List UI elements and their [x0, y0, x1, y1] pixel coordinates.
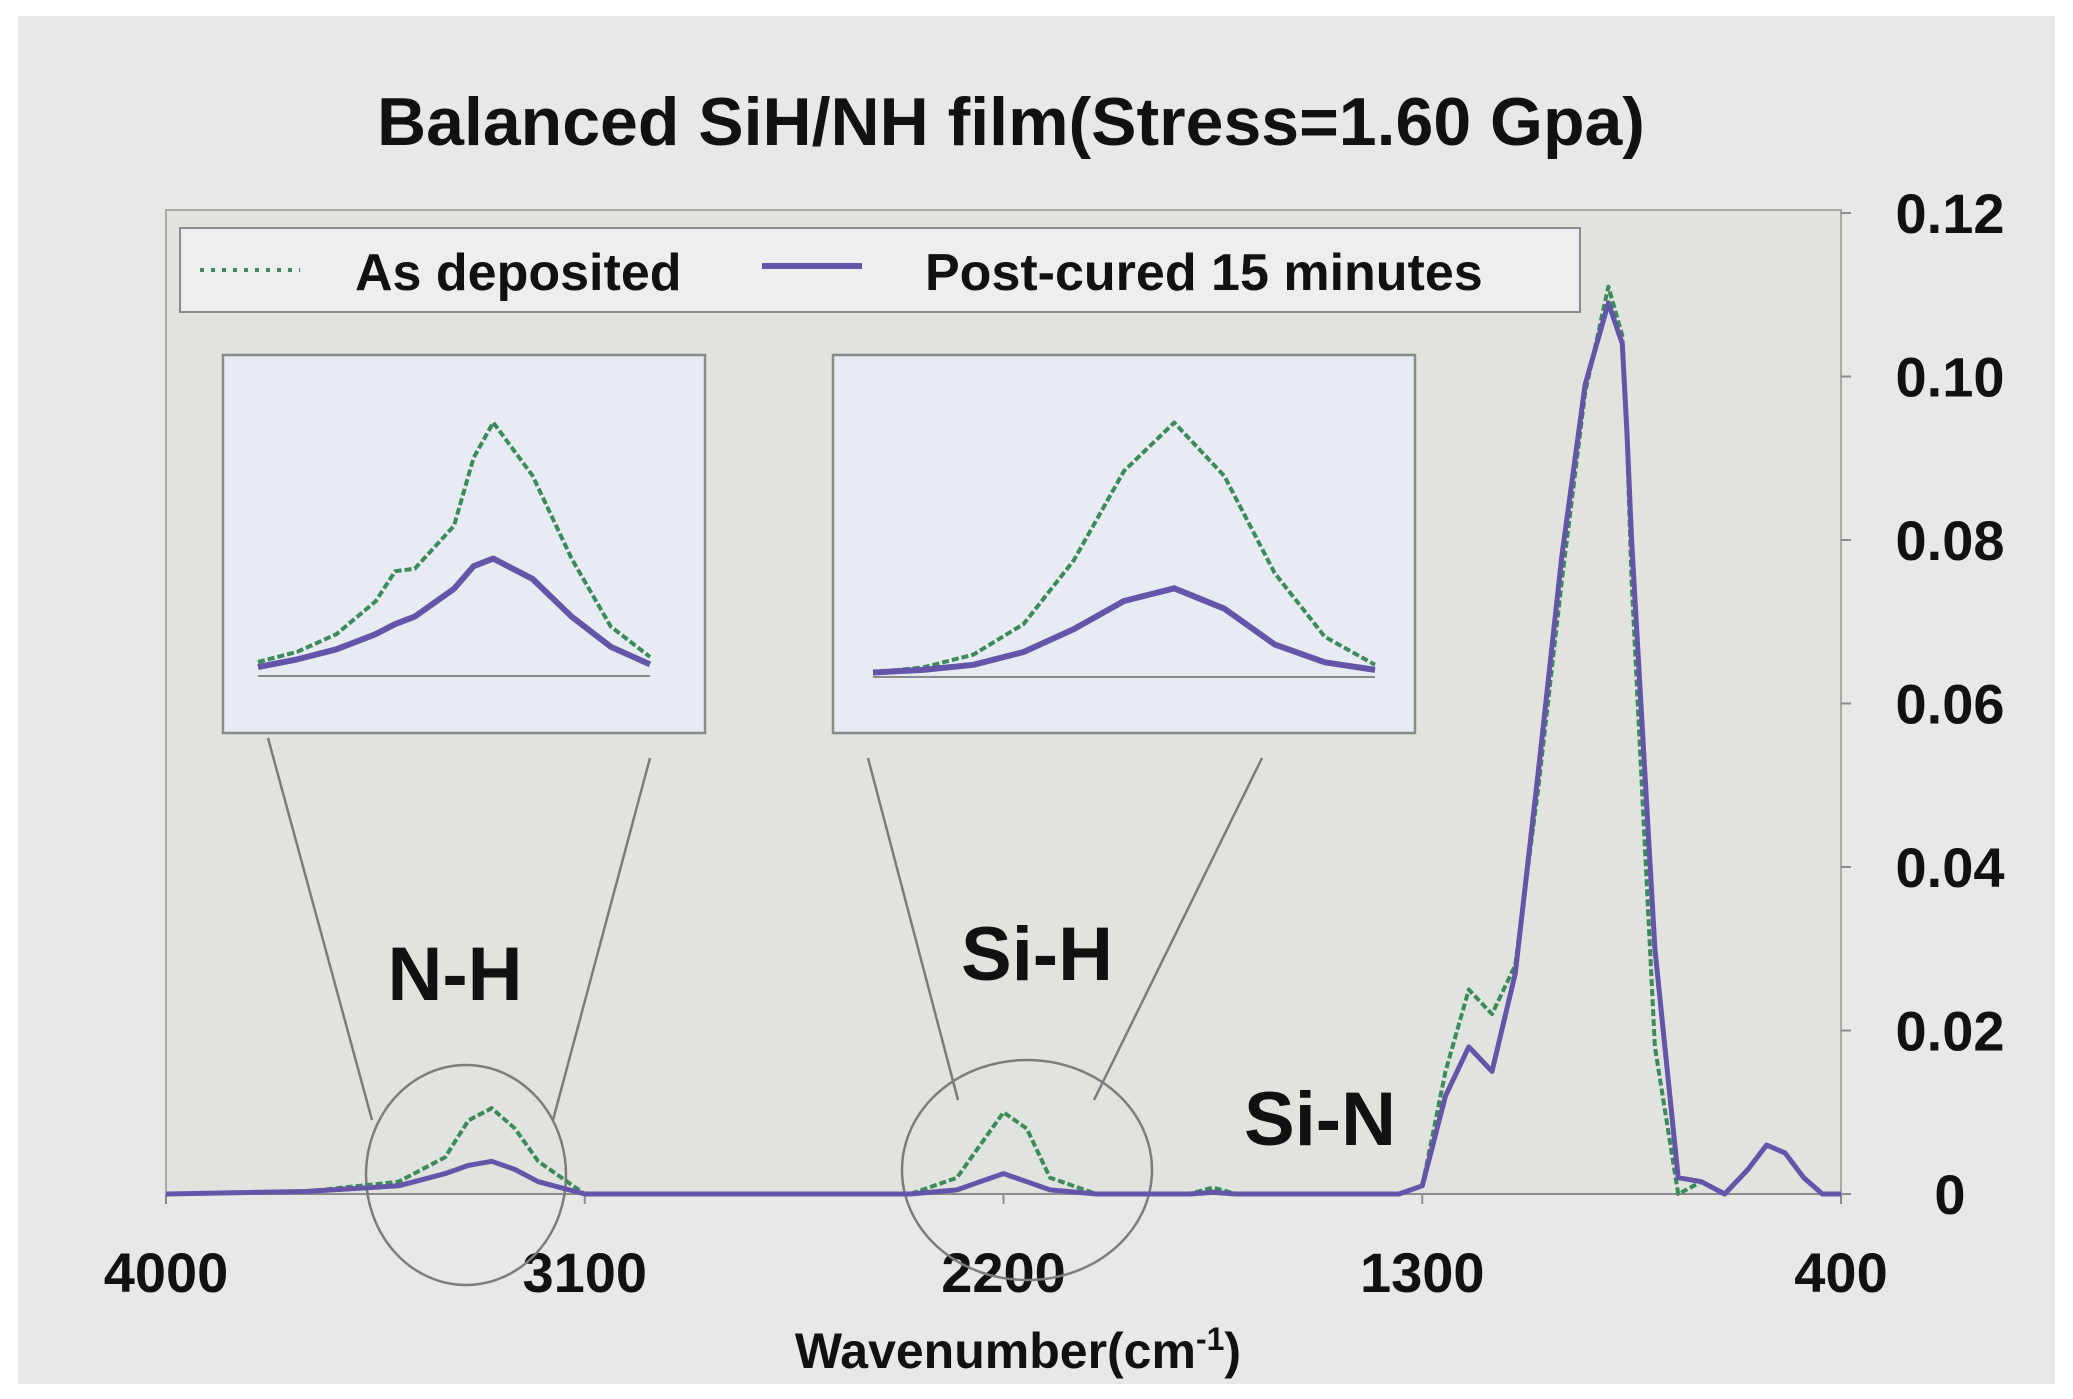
nh-callout-line-left — [266, 737, 374, 1121]
inset-nh-lines — [257, 420, 652, 670]
x-axis-label-close: ) — [1224, 1323, 1241, 1379]
inset-sih-post-cured-line — [872, 585, 1376, 676]
sih-callout-line-left — [866, 757, 960, 1101]
inset-sih-as-deposited-line — [872, 420, 1376, 675]
x-tick-label: 3100 — [522, 1241, 647, 1304]
inset-nh — [221, 353, 707, 735]
legend-label-post-cured: Post-cured 15 minutes — [925, 244, 1483, 302]
series-layer — [165, 284, 1841, 1197]
legend: As deposited Post-cured 15 minutes — [179, 227, 1581, 313]
nh-callout-line-right — [551, 757, 652, 1121]
x-axis-ticks: 4000 3100 2200 1300 400 — [104, 1194, 1888, 1304]
y-axis-ticks: 0.12 0.10 0.08 0.06 0.04 0.02 0 — [1841, 182, 2005, 1226]
x-axis-label-superscript: -1 — [1196, 1321, 1224, 1357]
y-tick-label: 0.08 — [1896, 509, 2005, 572]
inset-nh-as-deposited-line — [257, 420, 652, 664]
series-line-post-cured — [165, 300, 1841, 1197]
legend-label-as-deposited: As deposited — [355, 244, 682, 302]
inset-nh-post-cured-line — [257, 555, 652, 670]
chart-title: Balanced SiH/NH film(Stress=1.60 Gpa) — [377, 84, 1645, 160]
legend-box — [179, 227, 1581, 313]
nh-zoom-circle — [364, 1063, 568, 1287]
sih-zoom-circle — [900, 1058, 1154, 1282]
inset-sih-lines — [872, 420, 1376, 676]
x-axis-label-main: Wavenumber(cm — [795, 1323, 1196, 1379]
y-tick-label: 0.10 — [1896, 346, 2005, 409]
y-tick-label: 0.06 — [1896, 673, 2005, 736]
zoom-callout-nh — [266, 737, 652, 1287]
x-tick-label: 400 — [1794, 1241, 1887, 1304]
x-tick-label: 4000 — [104, 1241, 229, 1304]
sih-callout-line-right — [1092, 757, 1264, 1101]
inset-nh-box — [221, 353, 707, 735]
y-tick-label: 0 — [1934, 1163, 1965, 1226]
y-tick-label: 0.12 — [1896, 182, 2005, 245]
zoom-callout-sih — [866, 757, 1264, 1282]
x-tick-label: 2200 — [941, 1241, 1066, 1304]
annotation-nh: N-H — [387, 932, 522, 1017]
y-tick-label: 0.04 — [1896, 836, 2005, 899]
y-tick-label: 0.02 — [1896, 1000, 2005, 1063]
x-tick-label: 1300 — [1360, 1241, 1485, 1304]
annotation-sin: Si-N — [1244, 1077, 1396, 1162]
annotation-sih: Si-H — [961, 912, 1113, 997]
x-axis-label: Wavenumber(cm-1) — [795, 1321, 1241, 1379]
inset-sih — [831, 353, 1417, 735]
